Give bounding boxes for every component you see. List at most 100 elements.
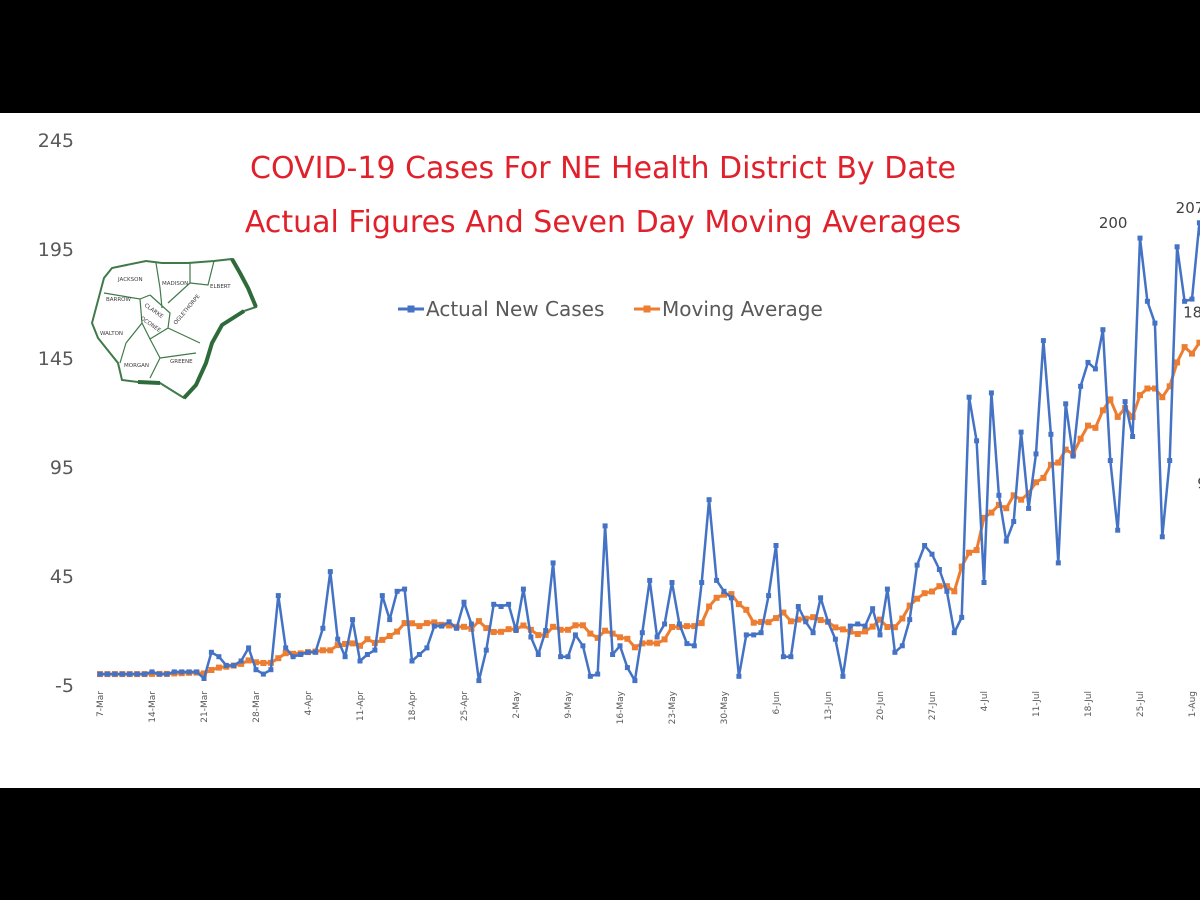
actual-point (1040, 338, 1046, 344)
average-point (1189, 350, 1195, 357)
chart-title-line-2: Actual Figures And Seven Day Moving Aver… (245, 205, 961, 240)
actual-point (847, 623, 853, 629)
average-point (869, 623, 876, 630)
average-point (646, 639, 653, 646)
x-tick-label: 6-Jun (772, 691, 782, 715)
average-point (683, 623, 690, 630)
y-tick-label: 95 (50, 457, 74, 479)
x-tick-label: 13-Jun (824, 691, 834, 720)
actual-point (97, 671, 103, 677)
actual-point (112, 671, 118, 677)
actual-point (1152, 320, 1158, 326)
chart-svg: COVID-19 Cases For NE Health District By… (38, 130, 1200, 724)
average-point (275, 655, 282, 662)
actual-point (194, 669, 200, 675)
actual-point (535, 652, 541, 657)
average-point (966, 549, 973, 556)
average-point (877, 616, 883, 623)
average-point (817, 617, 824, 623)
actual-point (988, 390, 994, 396)
average-point (520, 622, 527, 629)
chart-legend: Actual New Cases Moving Average (398, 297, 823, 321)
average-point (891, 624, 898, 631)
x-tick-label: 14-Mar (148, 691, 158, 723)
actual-point (639, 630, 645, 636)
actual-point (1137, 235, 1143, 241)
average-point (542, 631, 549, 638)
average-point (394, 628, 401, 635)
y-tick-label: 245 (38, 130, 74, 152)
x-tick-label: 2-May (512, 690, 522, 718)
average-point (319, 647, 326, 654)
actual-point (736, 673, 742, 679)
actual-point (751, 632, 757, 638)
actual-point (721, 588, 727, 594)
actual-point (1122, 399, 1128, 405)
average-point (773, 615, 779, 622)
actual-point (320, 625, 326, 631)
average-point (1099, 407, 1106, 414)
actual-point (632, 678, 638, 684)
actual-point (290, 654, 296, 660)
average-point (260, 660, 267, 666)
actual-point (676, 621, 682, 627)
average-point (1003, 505, 1010, 512)
actual-point (1092, 366, 1098, 372)
actual-point (1070, 453, 1076, 459)
actual-point (298, 652, 304, 657)
average-point (981, 514, 987, 521)
actual-point (201, 676, 207, 681)
x-tick-label: 23-May (668, 690, 678, 724)
actual-point (788, 654, 794, 660)
average-point (1018, 496, 1025, 503)
actual-point (416, 652, 422, 657)
average-point (691, 623, 698, 630)
actual-point (454, 625, 460, 631)
actual-point (669, 580, 675, 585)
average-point (661, 636, 668, 643)
average-point (780, 609, 787, 616)
actual-point (305, 649, 311, 655)
actual-point (922, 543, 928, 548)
x-tick-label: 16-May (616, 690, 626, 724)
actual-point (379, 593, 385, 599)
actual-point (350, 617, 356, 623)
map-label-greene: GREENE (170, 359, 193, 365)
actual-point (825, 619, 831, 625)
actual-point (870, 606, 876, 612)
actual-point (728, 595, 734, 601)
average-point (914, 595, 921, 602)
average-point (215, 664, 222, 671)
actual-point (476, 678, 482, 684)
average-point (854, 631, 861, 637)
actual-point (1189, 296, 1195, 302)
actual-point (743, 632, 749, 638)
y-tick-label: 195 (38, 239, 74, 261)
actual-point (387, 617, 393, 623)
average-point (973, 547, 980, 554)
x-tick-label: 11-Apr (356, 691, 366, 721)
actual-point (595, 671, 601, 677)
average-point (550, 623, 557, 630)
average-point (728, 591, 735, 598)
average-point (461, 623, 467, 630)
average-point (364, 636, 371, 643)
average-point (1025, 490, 1032, 497)
actual-point (795, 604, 801, 609)
actual-point (654, 634, 660, 640)
average-point (639, 640, 646, 647)
actual-point (238, 658, 244, 664)
average-point (713, 594, 720, 601)
x-tick-label: 20-Jun (876, 691, 886, 720)
actual-point (1018, 429, 1024, 435)
average-point (988, 509, 995, 516)
y-tick-label: 45 (50, 566, 74, 588)
average-point (1166, 383, 1173, 390)
average-point (921, 590, 928, 597)
average-point (290, 650, 297, 657)
actual-point (104, 671, 110, 677)
actual-point (506, 601, 512, 607)
actual-point (498, 604, 504, 609)
actual-point (1196, 220, 1200, 226)
actual-point (260, 671, 266, 677)
